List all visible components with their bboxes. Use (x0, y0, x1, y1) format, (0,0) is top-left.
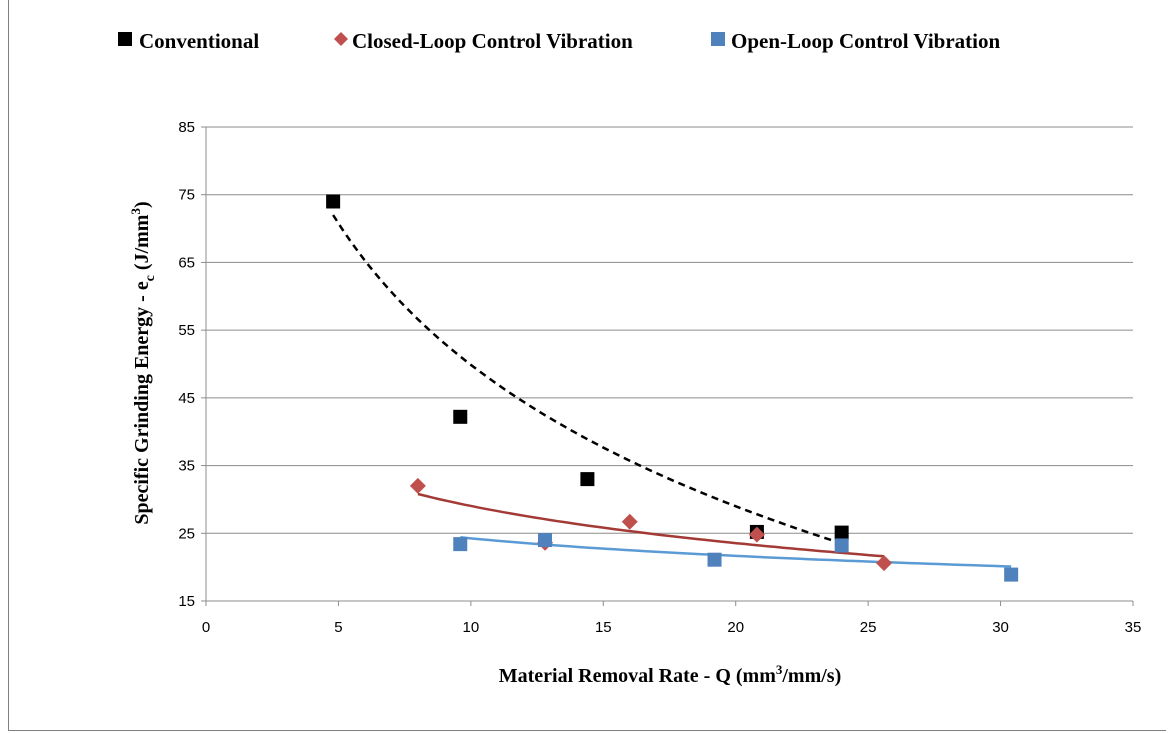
x-tick-label-0: 0 (202, 619, 210, 636)
legend-label-closed-loop: Closed-Loop Control Vibration (352, 29, 633, 53)
legend-marker-closed-loop (334, 32, 348, 46)
x-tick-label-35: 35 (1125, 619, 1142, 636)
x-tick-label-25: 25 (860, 619, 877, 636)
y-tick-label-75: 75 (178, 187, 195, 204)
trendline-series-3 (460, 536, 1012, 568)
y-tick-label-45: 45 (178, 390, 195, 407)
x-tick-label-10: 10 (463, 619, 480, 636)
y-tick-label-35: 35 (178, 458, 195, 475)
point-series-2-5 (876, 555, 893, 572)
x-axis-title-end: /mm/s) (781, 665, 841, 687)
point-series-3-5 (1004, 567, 1019, 582)
trendline-series-1 (332, 214, 843, 545)
data-points (326, 194, 1019, 582)
point-series-2-3 (621, 513, 638, 530)
trendlines (332, 214, 1012, 568)
x-tick-label-5: 5 (334, 619, 342, 636)
legend: Conventional Closed-Loop Control Vibrati… (118, 29, 1000, 53)
legend-label-conventional: Conventional (139, 29, 259, 53)
y-axis-title-main: Specific Grinding Energy - e (131, 281, 153, 524)
point-series-3-4 (834, 538, 849, 553)
y-tick-label-55: 55 (178, 322, 195, 339)
y-tick-label-15: 15 (178, 593, 195, 610)
legend-marker-conventional (118, 32, 132, 46)
y-axis-title-sub: c (143, 275, 158, 281)
trendline-series-2 (417, 492, 885, 558)
axes (201, 126, 1134, 606)
x-tick-label-30: 30 (992, 619, 1009, 636)
point-series-3-1 (453, 537, 468, 552)
x-tick-label-20: 20 (727, 619, 744, 636)
y-tick-label-25: 25 (178, 525, 195, 542)
point-series-3-2 (538, 533, 553, 548)
legend-marker-open-loop (711, 32, 725, 46)
y-tick-label-65: 65 (178, 254, 195, 271)
y-axis-title-sup: 3 (128, 208, 143, 215)
point-series-1-5 (834, 525, 849, 540)
point-series-1-3 (580, 472, 595, 487)
y-tick-label-85: 85 (178, 119, 195, 136)
point-series-1-1 (326, 194, 341, 209)
y-axis-title: Specific Grinding Energy - ec (J/mm3) (128, 201, 158, 524)
point-series-2-4 (748, 526, 765, 543)
y-axis-title-end: ) (131, 201, 153, 208)
x-axis-title-sup: 3 (776, 662, 783, 677)
tick-labels: 15 25 35 45 55 65 75 85 0 5 10 15 20 25 30 35 (178, 119, 1141, 636)
point-series-2-1 (409, 477, 426, 494)
legend-label-open-loop: Open-Loop Control Vibration (731, 29, 1000, 53)
point-series-1-2 (453, 409, 468, 424)
chart-frame (8, 0, 1166, 731)
x-axis-title-main: Material Removal Rate - Q (mm (499, 665, 776, 687)
gridlines (206, 126, 1133, 534)
x-tick-label-15: 15 (595, 619, 612, 636)
x-axis-title: Material Removal Rate - Q (mm3/mm/s) (499, 662, 842, 687)
y-axis-title-mid: (J/mm (131, 214, 153, 275)
point-series-3-3 (707, 552, 722, 567)
